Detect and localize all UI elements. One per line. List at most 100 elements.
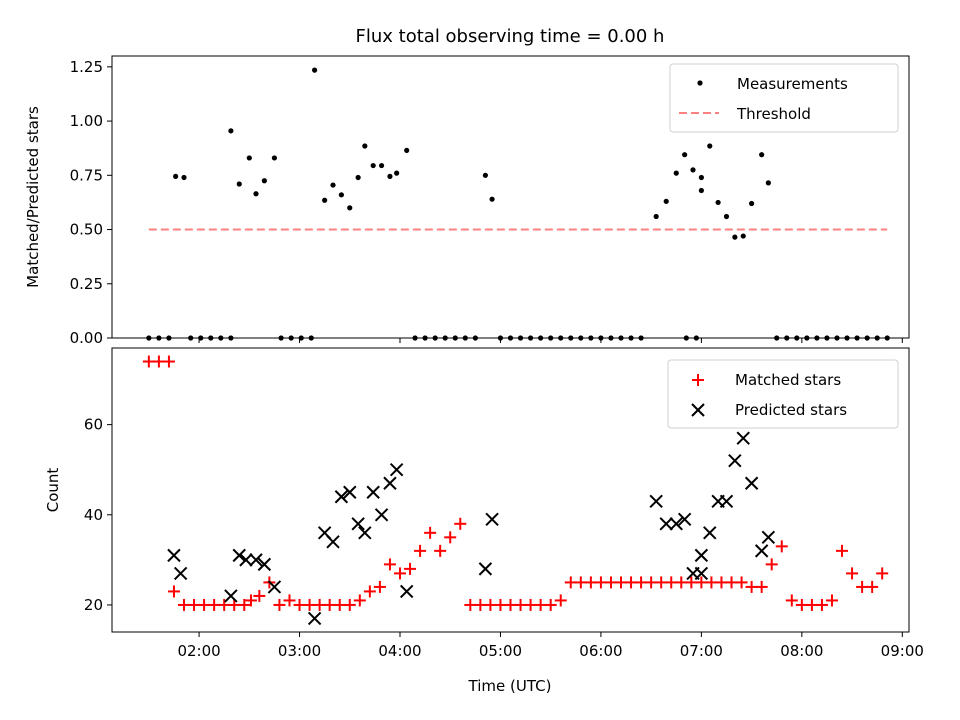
measurement-point <box>228 128 234 134</box>
measurement-point <box>347 205 353 211</box>
predicted-star-point <box>374 508 389 522</box>
measurement-point <box>387 173 393 179</box>
measurement-point <box>874 335 880 341</box>
matched-star-point <box>705 576 718 589</box>
predicted-star-point <box>728 453 742 468</box>
measurement-point <box>598 335 604 341</box>
matched-star-point <box>283 594 296 607</box>
measurement-point <box>271 155 278 161</box>
measurement-point <box>794 335 800 341</box>
matched-star-point <box>414 544 427 557</box>
matched-star-point <box>474 598 487 611</box>
measurement-point <box>638 335 644 341</box>
predicted-star-point <box>239 553 253 567</box>
matched-star-point <box>866 580 879 593</box>
matched-star-point <box>253 589 266 602</box>
bottom-marks <box>142 355 889 626</box>
top-legend-box <box>669 63 899 133</box>
matched-star-point <box>574 576 587 589</box>
legend-predicted-marker <box>691 403 705 417</box>
matched-star-point <box>504 598 517 611</box>
measurement-point <box>759 152 765 158</box>
measurement-point <box>246 155 252 161</box>
matched-star-point <box>464 598 477 611</box>
measurement-point <box>198 335 204 341</box>
matched-star-point <box>383 558 396 571</box>
legend-measurements-label: Measurements <box>737 75 848 93</box>
measurement-point <box>338 192 344 198</box>
bottom-panel: 20 40 60 02:00 03:00 04:00 05:00 06:00 07:00 08:… <box>44 347 924 695</box>
x-tick-label: 08:00 <box>780 642 823 660</box>
matched-star-point <box>564 576 577 589</box>
matched-star-point <box>836 544 849 557</box>
matched-star-point <box>554 594 567 607</box>
measurement-point <box>298 335 304 341</box>
matched-star-point <box>695 576 708 589</box>
predicted-star-point <box>677 512 692 527</box>
top-panel: 0.00 0.25 0.50 0.75 1.00 1.25 Matched/Predict… <box>24 55 910 347</box>
matched-star-point <box>856 580 869 593</box>
measurement-point <box>682 152 688 158</box>
predicted-star-point <box>736 431 750 445</box>
measurement-point <box>311 67 318 73</box>
matched-star-point <box>675 576 688 589</box>
matched-star-point <box>745 580 758 593</box>
matched-star-point <box>434 544 447 557</box>
matched-star-point <box>313 598 326 611</box>
legend-matched-marker <box>692 374 704 386</box>
matched-star-point <box>615 576 628 589</box>
measurement-point <box>578 335 584 341</box>
matched-star-point <box>323 598 336 611</box>
measurement-point <box>404 147 410 153</box>
y-tick-label: 20 <box>84 596 103 614</box>
measurement-point <box>854 335 860 341</box>
predicted-star-point <box>307 611 322 626</box>
measurement-point <box>253 191 259 197</box>
predicted-star-point <box>694 566 709 581</box>
measurement-point <box>156 335 162 341</box>
matched-star-point <box>393 567 406 580</box>
top-y-ticks: 0.00 0.25 0.50 0.75 1.00 1.25 <box>70 58 112 347</box>
matched-star-point <box>343 598 356 611</box>
predicted-star-point <box>173 566 188 581</box>
legend-predicted-label: Predicted stars <box>735 401 847 419</box>
measurement-point <box>173 173 179 179</box>
matched-star-point <box>725 576 738 589</box>
predicted-star-point <box>224 589 238 603</box>
matched-star-point <box>594 576 607 589</box>
matched-star-point <box>604 576 617 589</box>
measurement-point <box>558 335 564 341</box>
predicted-star-point <box>719 494 734 508</box>
x-tick-label: 03:00 <box>278 642 321 660</box>
matched-star-point <box>805 598 818 611</box>
bottom-plot-frame <box>111 347 910 633</box>
bottom-x-ticks: 02:00 03:00 04:00 05:00 06:00 07:00 08:00 09:00 <box>177 632 924 660</box>
predicted-star-point <box>358 526 372 540</box>
predicted-star-point <box>399 584 414 599</box>
measurement-point <box>698 174 704 181</box>
bottom-y-axis-label: Count <box>44 468 62 513</box>
matched-star-point <box>625 576 638 589</box>
measurement-point <box>462 335 468 341</box>
x-tick-label: 02:00 <box>177 642 220 660</box>
predicted-star-point <box>334 490 349 504</box>
measurement-point <box>683 335 689 341</box>
legend-threshold-label: Threshold <box>736 105 811 123</box>
matched-star-point <box>208 598 221 611</box>
measurement-point <box>497 335 504 341</box>
matched-star-point <box>152 355 165 368</box>
x-tick-label: 05:00 <box>479 642 522 660</box>
predicted-star-point <box>343 485 357 499</box>
matched-star-point <box>373 580 386 593</box>
matched-star-point <box>293 598 306 611</box>
measurement-point <box>568 335 574 341</box>
measurement-point <box>693 335 699 341</box>
matched-star-point <box>685 576 698 589</box>
measurement-point <box>608 335 614 341</box>
matched-star-point <box>404 562 417 575</box>
legend-matched-label: Matched stars <box>735 371 841 389</box>
measurement-point <box>442 335 448 341</box>
measurement-point <box>422 335 428 341</box>
chart-title: Flux total observing time = 0.00 h <box>356 26 665 47</box>
matched-star-point <box>544 598 557 611</box>
